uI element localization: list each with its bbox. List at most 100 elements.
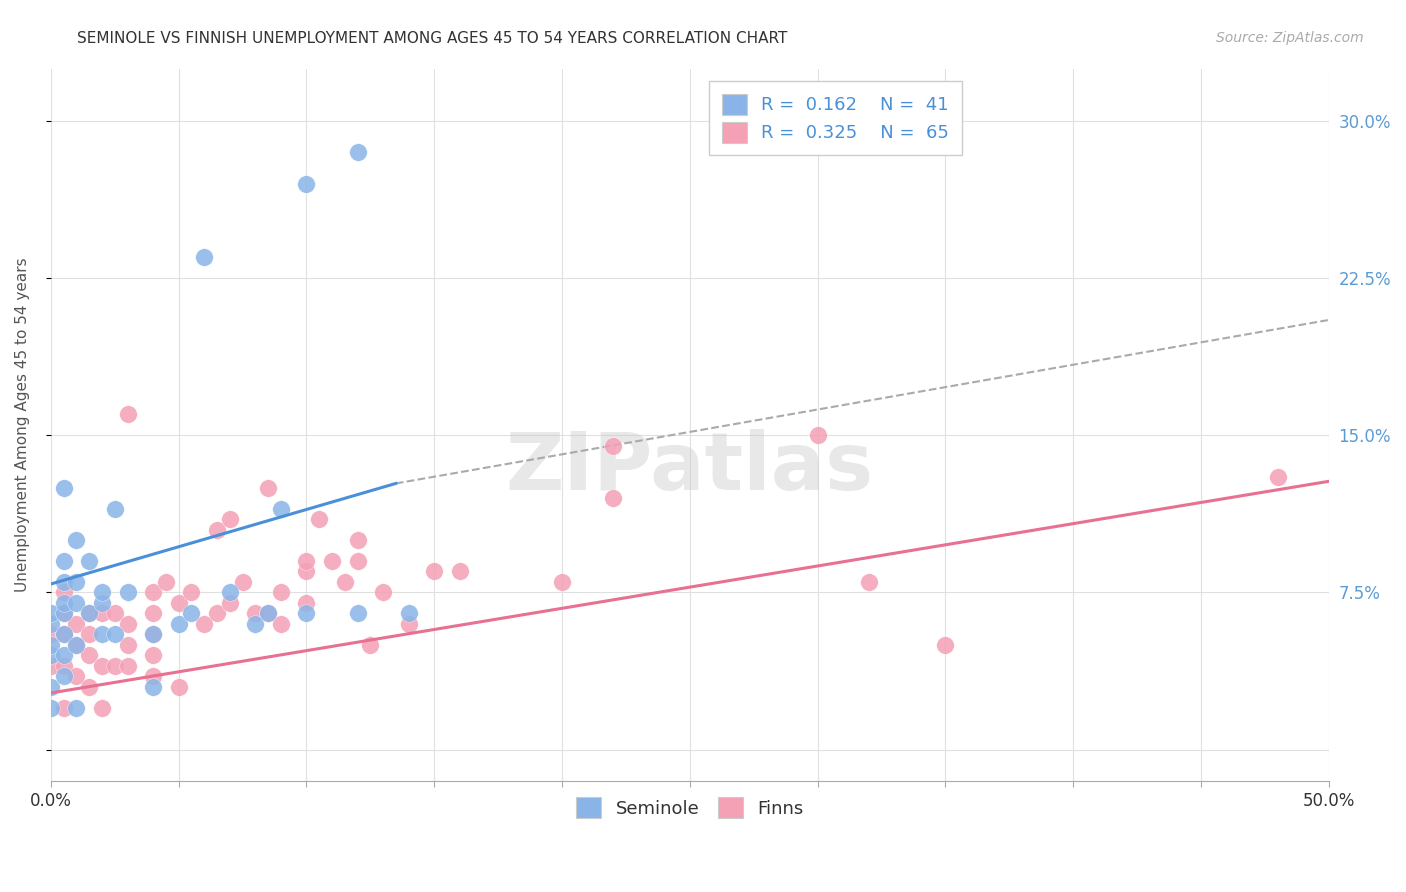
Legend: Seminole, Finns: Seminole, Finns: [569, 790, 811, 825]
Point: [167, 616, 190, 631]
Point: [218, 596, 240, 610]
Text: ZIPatlas: ZIPatlas: [506, 428, 875, 507]
Y-axis label: Unemployment Among Ages 45 to 54 years: Unemployment Among Ages 45 to 54 years: [15, 258, 30, 592]
Point: [65, 669, 87, 683]
Point: [858, 574, 880, 589]
Point: [117, 407, 139, 421]
Point: [1267, 470, 1289, 484]
Point: [346, 145, 368, 160]
Point: [257, 481, 280, 495]
Point: [39, 616, 62, 631]
Point: [806, 428, 828, 442]
Point: [398, 616, 420, 631]
Point: [39, 658, 62, 673]
Point: [359, 638, 381, 652]
Point: [167, 680, 190, 694]
Point: [142, 680, 165, 694]
Point: [245, 607, 267, 621]
Point: [142, 585, 165, 599]
Point: [91, 596, 114, 610]
Point: [77, 607, 100, 621]
Point: [39, 700, 62, 714]
Point: [52, 607, 75, 621]
Point: [52, 648, 75, 663]
Point: [371, 585, 394, 599]
Point: [117, 658, 139, 673]
Point: [52, 627, 75, 641]
Point: [308, 512, 330, 526]
Point: [321, 554, 343, 568]
Point: [205, 607, 228, 621]
Point: [551, 574, 574, 589]
Point: [65, 574, 87, 589]
Point: [270, 585, 292, 599]
Point: [104, 658, 127, 673]
Point: [77, 554, 100, 568]
Point: [77, 607, 100, 621]
Point: [142, 627, 165, 641]
Point: [52, 596, 75, 610]
Point: [65, 700, 87, 714]
Point: [295, 596, 318, 610]
Point: [104, 627, 127, 641]
Point: [65, 638, 87, 652]
Point: [77, 648, 100, 663]
Point: [52, 574, 75, 589]
Point: [52, 700, 75, 714]
Point: [218, 585, 240, 599]
Point: [270, 501, 292, 516]
Point: [65, 596, 87, 610]
Point: [193, 250, 215, 264]
Point: [39, 648, 62, 663]
Point: [231, 574, 253, 589]
Point: [91, 658, 114, 673]
Point: [39, 638, 62, 652]
Point: [142, 627, 165, 641]
Point: [295, 177, 318, 191]
Point: [346, 607, 368, 621]
Point: [934, 638, 956, 652]
Point: [39, 627, 62, 641]
Point: [602, 491, 624, 505]
Point: [193, 616, 215, 631]
Point: [155, 574, 177, 589]
Point: [91, 627, 114, 641]
Point: [602, 439, 624, 453]
Point: [270, 616, 292, 631]
Point: [117, 638, 139, 652]
Point: [117, 585, 139, 599]
Point: [218, 512, 240, 526]
Point: [65, 638, 87, 652]
Point: [180, 585, 202, 599]
Point: [91, 585, 114, 599]
Point: [423, 565, 446, 579]
Point: [52, 627, 75, 641]
Point: [346, 533, 368, 547]
Point: [257, 607, 280, 621]
Point: [346, 554, 368, 568]
Text: Source: ZipAtlas.com: Source: ZipAtlas.com: [1216, 31, 1364, 45]
Point: [142, 669, 165, 683]
Point: [398, 607, 420, 621]
Point: [91, 700, 114, 714]
Point: [52, 585, 75, 599]
Point: [65, 533, 87, 547]
Point: [52, 658, 75, 673]
Point: [167, 596, 190, 610]
Point: [180, 607, 202, 621]
Point: [142, 607, 165, 621]
Point: [52, 669, 75, 683]
Point: [52, 554, 75, 568]
Point: [205, 523, 228, 537]
Point: [91, 607, 114, 621]
Point: [257, 607, 280, 621]
Point: [39, 680, 62, 694]
Point: [77, 627, 100, 641]
Point: [65, 616, 87, 631]
Point: [52, 481, 75, 495]
Point: [117, 616, 139, 631]
Point: [104, 501, 127, 516]
Point: [449, 565, 471, 579]
Point: [77, 680, 100, 694]
Point: [142, 648, 165, 663]
